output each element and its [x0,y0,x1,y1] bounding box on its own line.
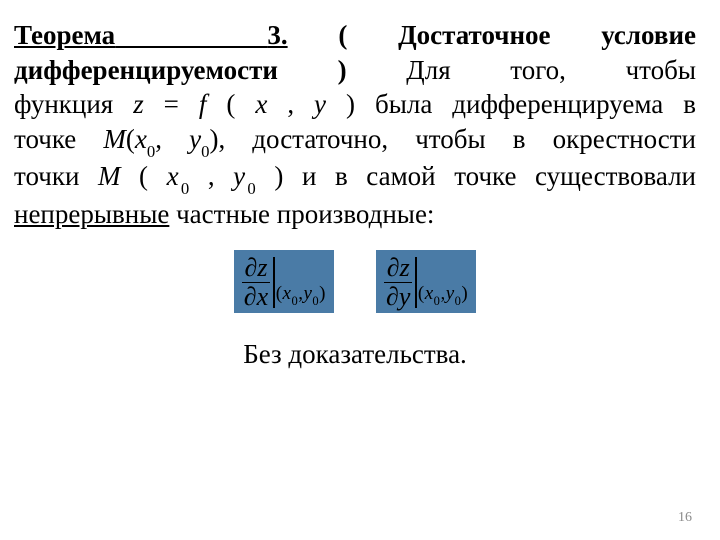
eq-z: z [133,89,144,119]
p1-y0: 0 [201,142,209,161]
differentiability-word: дифференцируемости [14,55,278,85]
fraction-dz-dx: ∂z ∂x [242,255,270,310]
eq-x: x [255,89,267,119]
continuous-word: непрерывные [14,199,169,229]
p2-y0: 0 [247,179,255,198]
eq-comma: , [267,89,314,119]
p1-open: ( [126,124,135,154]
sentence-b1: функция [14,89,133,119]
eval-point-y: (x0,y0) [418,283,468,310]
sentence-a: Для того, чтобы [406,55,696,85]
eval-bar-icon [273,257,275,308]
sentence-b2: была дифференцируема в [355,89,696,119]
open-paren: ( [338,20,347,50]
partial-dz-dx-box: ∂z ∂x (x0,y0) [234,250,334,313]
paragraph: точки M ( x 0 , y 0 ) и в самой точке су… [14,159,696,197]
p2-mid: , [189,161,233,191]
condition-title: Достаточное условие [398,20,696,50]
p2-y: y [233,161,245,191]
eq-close: ) [326,89,355,119]
eval-point-x: (x0,y0) [276,283,326,310]
sentence-c1: точке [14,124,103,154]
sentence-e: частные производные: [169,199,434,229]
paragraph: дифференцируемости ) Для того, чтобы [14,53,696,88]
without-proof: Без доказательства. [14,339,696,370]
p2-open: ( [120,161,166,191]
p2-x0: 0 [181,179,189,198]
sentence-d1: точки [14,161,98,191]
p1-y: y [189,124,201,154]
slide-page: Теорема 3. ( Достаточное условие диффере… [0,0,720,540]
sentence-c2: , достаточно, чтобы в окрестности [218,124,696,154]
point-M2: M [98,161,121,191]
paragraph: Теорема 3. ( Достаточное условие [14,18,696,53]
paragraph: функция z = f ( x , y ) была дифференцир… [14,87,696,122]
p1-x: x [135,124,147,154]
eval-bar-icon [415,257,417,308]
eq-y: y [314,89,326,119]
fraction-dz-dy: ∂z ∂y [384,255,412,310]
formula-row: ∂z ∂x (x0,y0) ∂z ∂y (x0,y0) [14,250,696,313]
sentence-d2: и в самой точке существовали [283,161,696,191]
eq-open: ( [206,89,255,119]
p1-comma: , [155,124,189,154]
page-number: 16 [678,510,692,526]
partial-dz-dy-box: ∂z ∂y (x0,y0) [376,250,476,313]
eq-eq: = [144,89,199,119]
close-paren: ) [338,55,347,85]
theorem-label: Теорема 3. [14,20,288,50]
paragraph: точке M(x0, y0), достаточно, чтобы в окр… [14,122,696,160]
p1-x0: 0 [147,142,155,161]
p2-x: x [167,161,179,191]
paragraph: непрерывные частные производные: [14,197,696,232]
p2-close: ) [256,161,284,191]
point-M: M [103,124,126,154]
